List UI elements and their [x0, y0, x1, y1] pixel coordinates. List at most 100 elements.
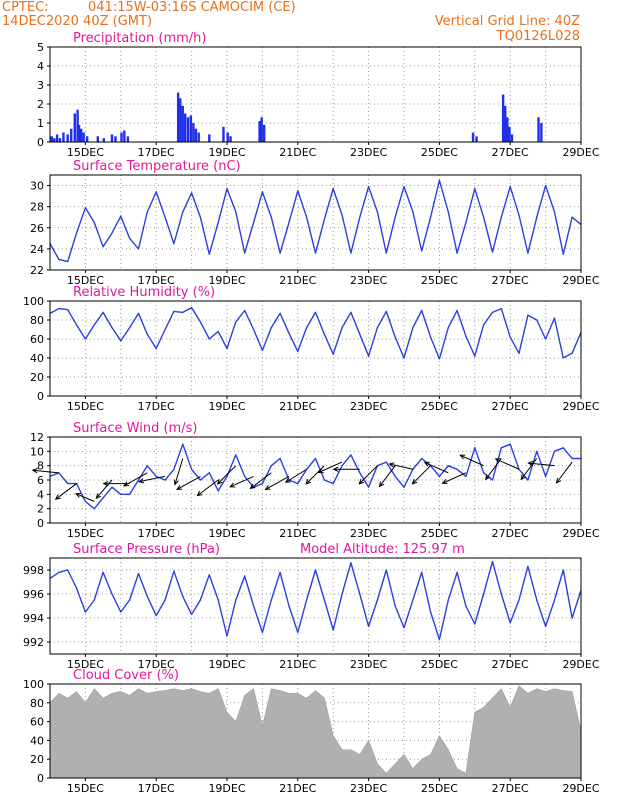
- x-tick-label: 15DEC: [67, 658, 104, 671]
- humidity-point: [75, 324, 78, 326]
- wind-point: [456, 468, 458, 470]
- pressure-point: [447, 599, 449, 601]
- wind-arrow: [495, 458, 520, 470]
- x-tick-label: 17DEC: [138, 146, 175, 159]
- wind-arrow: [95, 479, 113, 499]
- wind-point: [421, 457, 423, 460]
- temperature-point: [323, 218, 325, 220]
- panel-pressure: 992 994 996 998 15DEC 17DEC 19DEC 21DEC 23DEC 25D…: [23, 542, 600, 671]
- pressure-point: [58, 571, 60, 574]
- header-location: 041:15W-03:16S CAMOCIM (CE): [88, 0, 296, 15]
- humidity-point: [421, 309, 423, 312]
- wind-arrow: [265, 475, 290, 490]
- humidity-point: [465, 335, 467, 337]
- wind-point: [199, 479, 202, 481]
- pressure-point: [288, 605, 290, 607]
- x-tick-label: 19DEC: [208, 782, 245, 795]
- x-tick-label: 15DEC: [67, 146, 104, 159]
- temperature-point: [191, 192, 193, 194]
- temperature-point: [208, 253, 210, 255]
- pressure-point: [173, 570, 175, 572]
- humidity-point: [297, 350, 299, 352]
- precip-bar: [537, 117, 540, 142]
- temperature-point: [111, 232, 113, 234]
- temperature-point: [182, 211, 184, 213]
- pressure-point: [376, 599, 379, 601]
- pressure-point: [474, 623, 476, 625]
- wind-arrow-head: [74, 492, 82, 498]
- pressure-point: [553, 599, 556, 601]
- pressure-point: [562, 569, 564, 571]
- x-tick-label: 27DEC: [492, 782, 529, 795]
- wind-point: [84, 500, 86, 503]
- wind-point: [235, 454, 237, 456]
- wind-point: [155, 475, 157, 478]
- x-tick-label: 15DEC: [67, 527, 104, 540]
- humidity-point: [182, 311, 184, 313]
- wind-arrow-head: [54, 494, 61, 500]
- temperature-point: [553, 211, 556, 213]
- temperature-point: [350, 252, 352, 254]
- pressure-point: [385, 569, 387, 571]
- humidity-point: [199, 321, 202, 323]
- temperature-point: [474, 188, 476, 190]
- x-tick-label: 29DEC: [562, 274, 599, 287]
- x-tick-label: 19DEC: [208, 400, 245, 413]
- pressure-point: [182, 595, 184, 598]
- y-tick-label: 100: [23, 295, 44, 308]
- wind-point: [120, 493, 122, 495]
- humidity-point: [279, 312, 281, 314]
- precip-bar: [260, 117, 263, 142]
- y-tick-label: 4: [37, 488, 44, 501]
- x-tick-label: 29DEC: [562, 146, 599, 159]
- wind-arrow-head: [378, 481, 385, 488]
- temperature-point: [527, 252, 529, 254]
- precip-bar: [77, 124, 81, 142]
- wind-arrow-head: [317, 468, 324, 474]
- temperature-point: [120, 215, 122, 217]
- humidity-point: [332, 353, 334, 355]
- temperature-point: [137, 248, 140, 250]
- wind-point: [509, 443, 511, 445]
- y-tick-label: 24: [30, 243, 44, 256]
- wind-point: [447, 465, 449, 467]
- pressure-point: [527, 565, 529, 568]
- wind-point: [474, 447, 476, 449]
- precip-bar: [179, 98, 182, 142]
- humidity-point: [67, 308, 69, 311]
- temperature-point: [359, 216, 361, 218]
- x-tick-label: 29DEC: [562, 782, 599, 795]
- pressure-point: [421, 571, 423, 574]
- pressure-point: [332, 629, 334, 631]
- humidity-point: [323, 333, 325, 335]
- wind-arrow-head: [358, 478, 365, 485]
- precip-bar: [85, 136, 89, 142]
- temperature-point: [314, 252, 317, 254]
- pressure-point: [164, 599, 166, 601]
- wind-arrow-head: [31, 468, 38, 474]
- wind-point: [385, 461, 387, 463]
- wind-arrow-head: [520, 474, 526, 481]
- temperature-point: [368, 186, 370, 188]
- wind-point: [146, 465, 148, 467]
- temperature-point: [297, 190, 299, 192]
- precip-bar: [471, 132, 475, 142]
- temperature-point: [500, 216, 502, 218]
- pressure-point: [191, 613, 193, 616]
- precip-bar: [475, 136, 478, 142]
- precip-bar: [110, 134, 114, 142]
- pressure-point: [429, 611, 432, 613]
- temperature-point: [518, 214, 520, 216]
- x-tick-label: 21DEC: [279, 146, 316, 159]
- pressure-point: [67, 569, 69, 571]
- humidity-point: [244, 309, 246, 312]
- precip-bar: [197, 132, 200, 142]
- humidity-point: [217, 330, 219, 332]
- wind-arrow: [442, 472, 467, 484]
- temperature-point: [235, 211, 237, 213]
- pressure-point: [403, 627, 405, 629]
- x-tick-label: 15DEC: [67, 274, 104, 287]
- wind-arrow: [176, 475, 201, 490]
- x-tick-label: 25DEC: [421, 400, 458, 413]
- temperature-point: [199, 216, 202, 218]
